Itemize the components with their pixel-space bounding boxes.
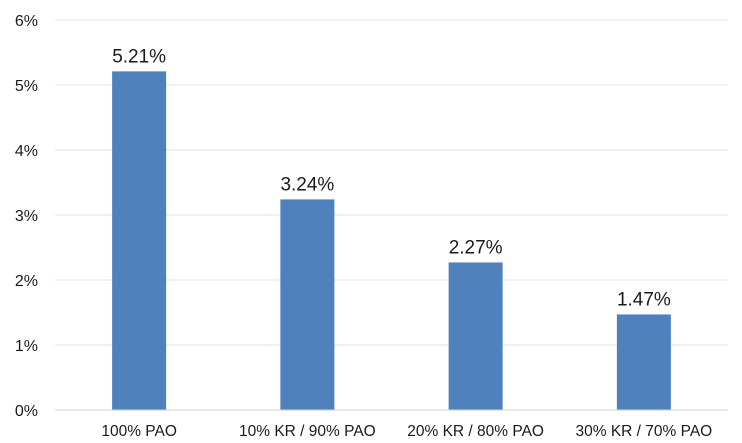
y-tick-label: 2% xyxy=(15,273,38,290)
data-label: 1.47% xyxy=(617,289,671,310)
x-category-label: 30% KR / 70% PAO xyxy=(576,423,713,440)
bar xyxy=(616,314,671,410)
y-tick-label: 0% xyxy=(15,403,38,420)
data-label: 3.24% xyxy=(280,174,334,195)
y-tick-label: 4% xyxy=(15,143,38,160)
x-category-label: 20% KR / 80% PAO xyxy=(407,423,544,440)
bars xyxy=(112,71,671,410)
gridlines xyxy=(55,19,728,346)
y-tick-label: 3% xyxy=(15,208,38,225)
bar xyxy=(280,199,335,410)
bar xyxy=(448,262,503,410)
x-category-label: 10% KR / 90% PAO xyxy=(239,423,376,440)
y-tick-label: 1% xyxy=(15,338,38,355)
x-category-label: 100% PAO xyxy=(101,423,177,440)
bar xyxy=(112,71,167,410)
y-tick-label: 6% xyxy=(15,13,38,30)
data-label: 2.27% xyxy=(449,237,503,258)
y-axis-tick-labels: 0% 1% 2% 3% 4% 5% 6% xyxy=(15,13,38,420)
data-label: 5.21% xyxy=(112,46,166,67)
y-tick-label: 5% xyxy=(15,78,38,95)
data-labels: 5.21% 3.24% 2.27% 1.47% xyxy=(112,46,671,310)
x-axis-category-labels: 100% PAO 10% KR / 90% PAO 20% KR / 80% PAO… xyxy=(101,423,712,440)
